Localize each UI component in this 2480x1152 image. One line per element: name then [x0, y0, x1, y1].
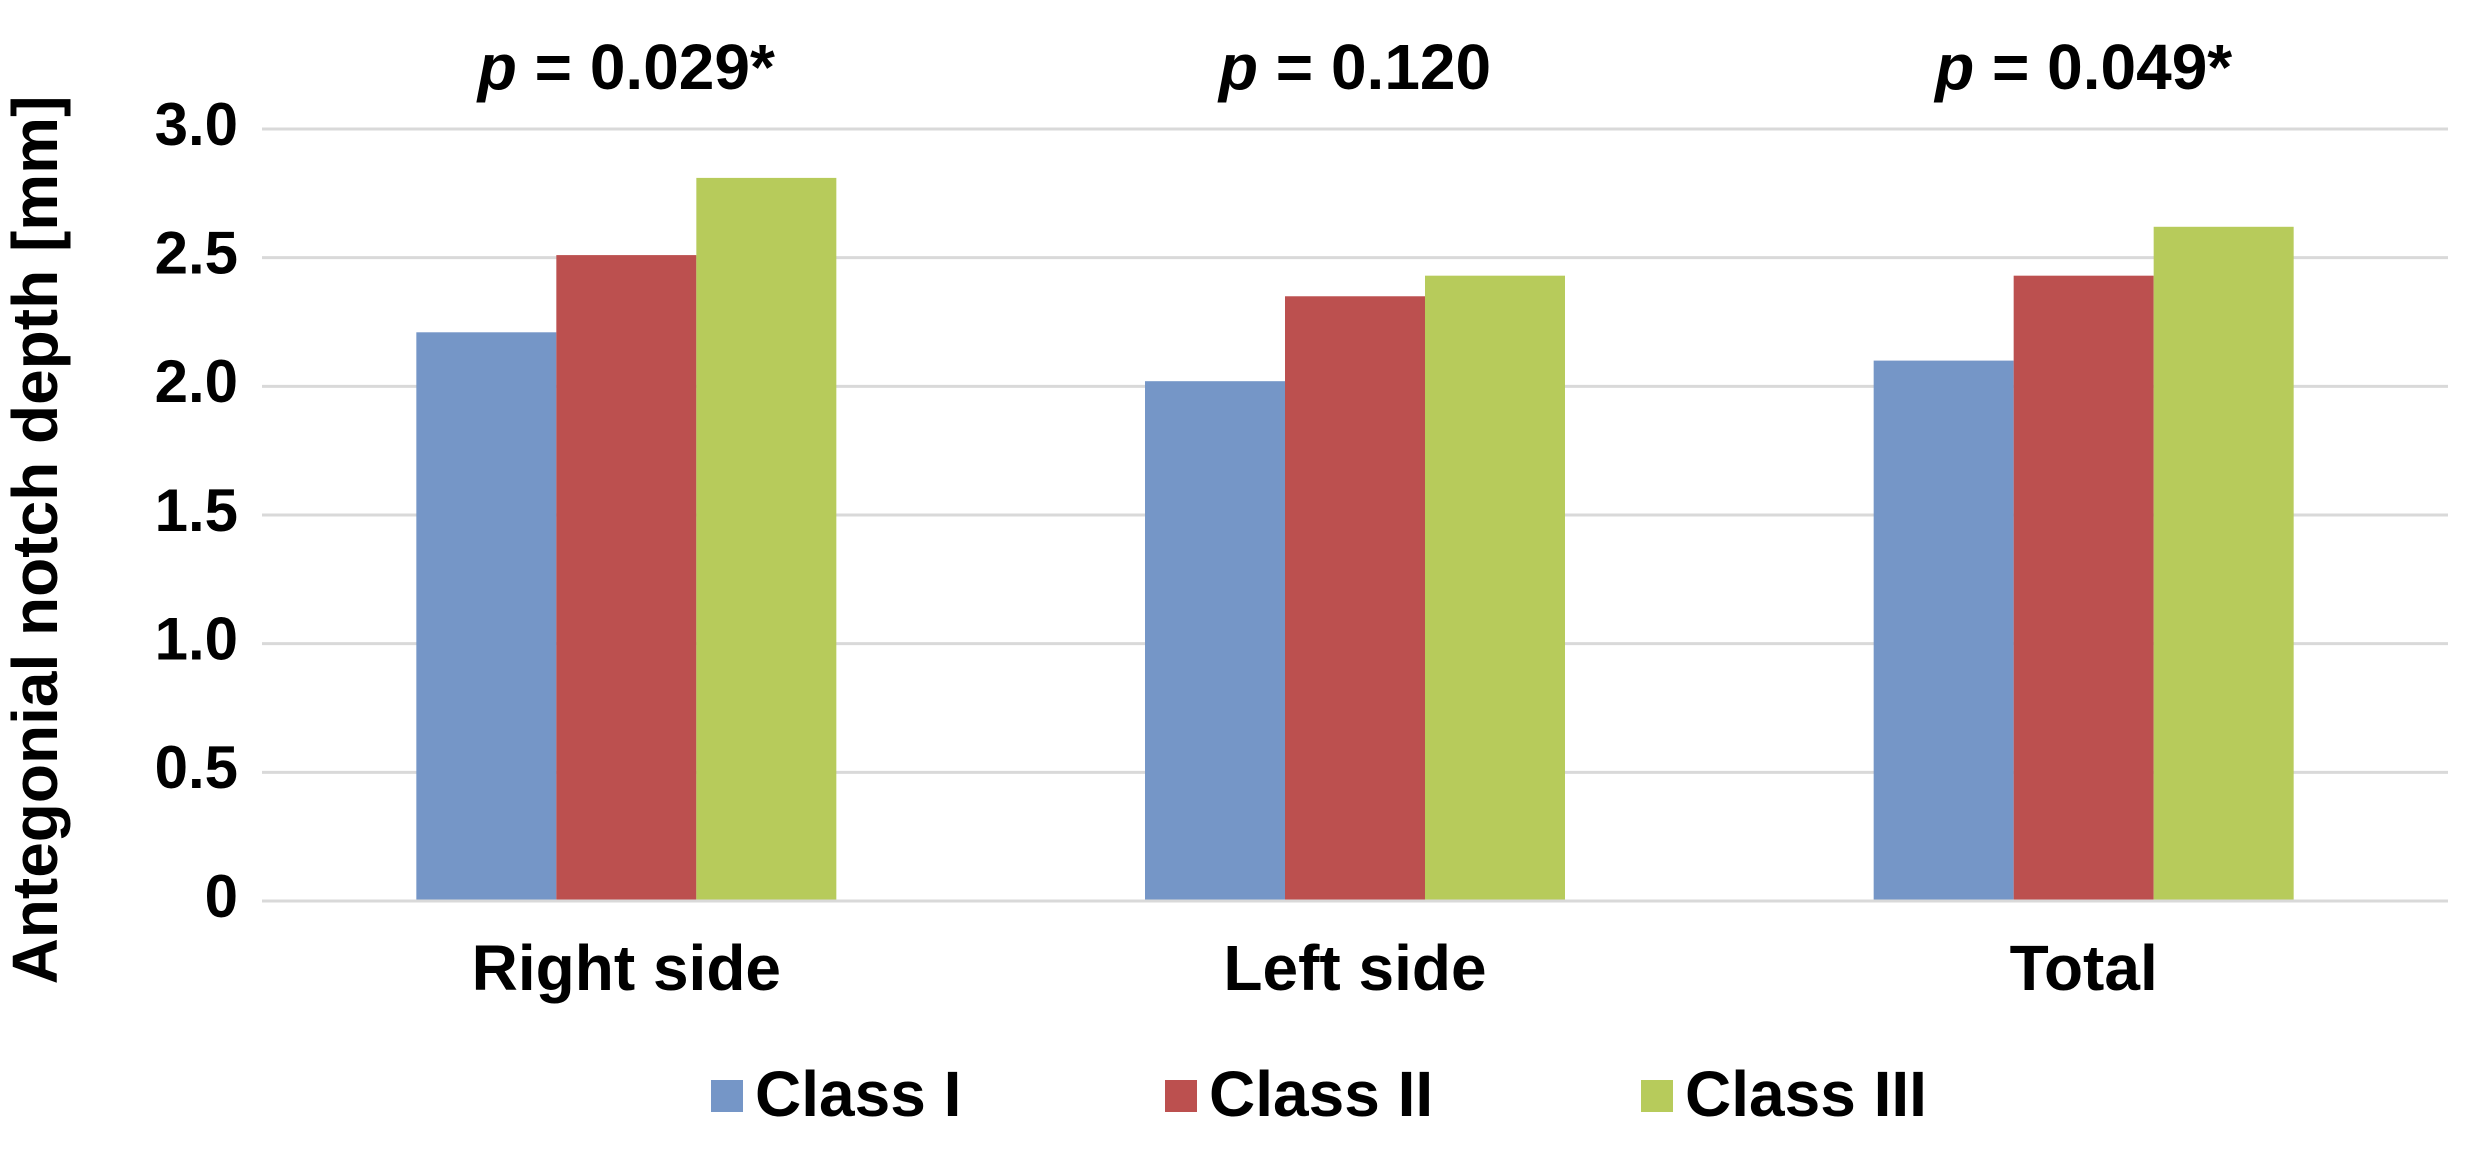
bar: [1145, 381, 1285, 902]
bar: [696, 177, 837, 902]
y-axis-label: Antegonial notch depth [mm]: [0, 96, 71, 985]
annotation-text: = 0.049*: [1992, 31, 2232, 103]
bar: [1425, 275, 1565, 901]
annotation: p = 0.049*: [1933, 31, 2232, 103]
annotation-variable: p: [476, 31, 517, 103]
bar: [2153, 226, 2294, 901]
y-tick-label: 1.5: [155, 477, 238, 544]
x-tick-label: Left side: [1223, 932, 1486, 1004]
bar: [1873, 360, 2014, 902]
bar: [416, 332, 557, 901]
annotation: p = 0.029*: [476, 31, 775, 103]
annotation-variable: p: [1933, 31, 1974, 103]
y-tick-label: 1.0: [155, 606, 238, 673]
legend-label: Class II: [1209, 1058, 1433, 1130]
legend-label: Class III: [1685, 1058, 1927, 1130]
legend-label: Class I: [755, 1058, 961, 1130]
bar: [1285, 296, 1425, 901]
legend-swatch: [1165, 1080, 1197, 1112]
y-tick-label: 2.0: [155, 348, 238, 415]
y-tick-label: 0.5: [155, 734, 238, 801]
annotation-text: = 0.029*: [535, 31, 775, 103]
annotation: p = 0.120: [1217, 31, 1491, 103]
x-tick-label: Total: [2010, 932, 2158, 1004]
legend-swatch: [1641, 1080, 1673, 1112]
bar: [556, 255, 697, 902]
y-tick-label: 2.5: [155, 220, 238, 287]
x-tick-label: Right side: [472, 932, 781, 1004]
bar: [2013, 275, 2154, 901]
y-tick-label: 3.0: [155, 91, 238, 158]
annotation-variable: p: [1217, 31, 1258, 103]
annotation-text: = 0.120: [1276, 31, 1491, 103]
legend-swatch: [711, 1080, 743, 1112]
y-tick-label: 0: [205, 863, 238, 930]
